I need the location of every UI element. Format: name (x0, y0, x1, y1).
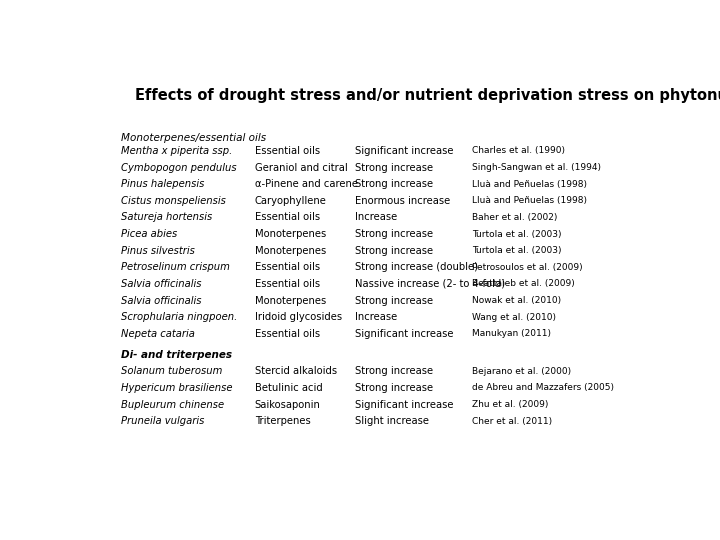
Text: Significant increase: Significant increase (355, 329, 454, 339)
Text: de Abreu and Mazzafers (2005): de Abreu and Mazzafers (2005) (472, 383, 614, 393)
Text: Essential oils: Essential oils (255, 212, 320, 222)
Text: Significant increase: Significant increase (355, 400, 454, 409)
Text: Strong increase: Strong increase (355, 229, 433, 239)
Text: Petroselinum crispum: Petroselinum crispum (121, 262, 230, 272)
Text: Iridoid glycosides: Iridoid glycosides (255, 312, 342, 322)
Text: Manukyan (2011): Manukyan (2011) (472, 329, 552, 339)
Text: Monoterpenes: Monoterpenes (255, 229, 326, 239)
Text: Salvia officinalis: Salvia officinalis (121, 279, 201, 289)
Text: Strong increase (double): Strong increase (double) (355, 262, 478, 272)
Text: Essential oils: Essential oils (255, 329, 320, 339)
Text: Monoterpenes/essential oils: Monoterpenes/essential oils (121, 132, 266, 143)
Text: Stercid alkaloids: Stercid alkaloids (255, 366, 337, 376)
Text: Salvia officinalis: Salvia officinalis (121, 295, 201, 306)
Text: Geraniol and citral: Geraniol and citral (255, 163, 347, 172)
Text: Significant increase: Significant increase (355, 146, 454, 156)
Text: Effects of drought stress and/or nutrient deprivation stress on phytonutrients: Effects of drought stress and/or nutrien… (135, 87, 720, 103)
Text: Strong increase: Strong increase (355, 366, 433, 376)
Text: Solanum tuberosum: Solanum tuberosum (121, 366, 222, 376)
Text: Essential oils: Essential oils (255, 262, 320, 272)
Text: Mentha x piperita ssp.: Mentha x piperita ssp. (121, 146, 232, 156)
Text: Nepeta cataria: Nepeta cataria (121, 329, 194, 339)
Text: Turtola et al. (2003): Turtola et al. (2003) (472, 230, 562, 239)
Text: Enormous increase: Enormous increase (355, 196, 450, 206)
Text: Caryophyllene: Caryophyllene (255, 196, 326, 206)
Text: Hypericum brasiliense: Hypericum brasiliense (121, 383, 232, 393)
Text: Nassive increase (2- to 4-fold): Nassive increase (2- to 4-fold) (355, 279, 505, 289)
Text: Cher et al. (2011): Cher et al. (2011) (472, 417, 552, 426)
Text: Slight increase: Slight increase (355, 416, 429, 426)
Text: Petrosoulos et al. (2009): Petrosoulos et al. (2009) (472, 263, 583, 272)
Text: Lluà and Peñuelas (1998): Lluà and Peñuelas (1998) (472, 196, 588, 205)
Text: Picea abies: Picea abies (121, 229, 177, 239)
Text: Lluà and Peñuelas (1998): Lluà and Peñuelas (1998) (472, 180, 588, 188)
Text: Pinus halepensis: Pinus halepensis (121, 179, 204, 189)
Text: Nowak et al. (2010): Nowak et al. (2010) (472, 296, 562, 305)
Text: Strong increase: Strong increase (355, 163, 433, 172)
Text: α-Pinene and carene: α-Pinene and carene (255, 179, 358, 189)
Text: Saikosaponin: Saikosaponin (255, 400, 320, 409)
Text: Increase: Increase (355, 212, 397, 222)
Text: Monoterpenes: Monoterpenes (255, 246, 326, 255)
Text: Bejarano et al. (2000): Bejarano et al. (2000) (472, 367, 572, 376)
Text: Pruneila vulgaris: Pruneila vulgaris (121, 416, 204, 426)
Text: Bupleurum chinense: Bupleurum chinense (121, 400, 224, 409)
Text: Singh-Sangwan et al. (1994): Singh-Sangwan et al. (1994) (472, 163, 601, 172)
Text: Scrophularia ningpoen.: Scrophularia ningpoen. (121, 312, 237, 322)
Text: Monoterpenes: Monoterpenes (255, 295, 326, 306)
Text: Strong increase: Strong increase (355, 246, 433, 255)
Text: Charles et al. (1990): Charles et al. (1990) (472, 146, 565, 156)
Text: Increase: Increase (355, 312, 397, 322)
Text: Strong increase: Strong increase (355, 383, 433, 393)
Text: Strong increase: Strong increase (355, 295, 433, 306)
Text: Wang et al. (2010): Wang et al. (2010) (472, 313, 557, 322)
Text: Baher et al. (2002): Baher et al. (2002) (472, 213, 557, 222)
Text: Betulinic acid: Betulinic acid (255, 383, 323, 393)
Text: Cistus monspeliensis: Cistus monspeliensis (121, 196, 225, 206)
Text: Turtola et al. (2003): Turtola et al. (2003) (472, 246, 562, 255)
Text: Zhu et al. (2009): Zhu et al. (2009) (472, 400, 549, 409)
Text: Essential oils: Essential oils (255, 146, 320, 156)
Text: Satureja hortensis: Satureja hortensis (121, 212, 212, 222)
Text: Di- and triterpenes: Di- and triterpenes (121, 349, 232, 360)
Text: Cymbopogon pendulus: Cymbopogon pendulus (121, 163, 236, 172)
Text: Strong increase: Strong increase (355, 179, 433, 189)
Text: Essential oils: Essential oils (255, 279, 320, 289)
Text: Pinus silvestris: Pinus silvestris (121, 246, 194, 255)
Text: Beattaieb et al. (2009): Beattaieb et al. (2009) (472, 279, 575, 288)
Text: Triterpenes: Triterpenes (255, 416, 310, 426)
